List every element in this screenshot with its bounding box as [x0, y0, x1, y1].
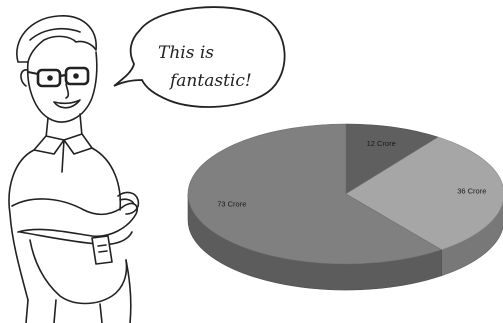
speech-bubble: This is fantastic! — [113, 6, 286, 108]
pie-slice-1 — [345, 136, 503, 251]
hair — [16, 15, 97, 63]
pie-label-2: 73 Crore — [217, 199, 246, 208]
pie-label-1: 36 Crore — [457, 186, 486, 195]
shirt — [8, 149, 35, 301]
bubble-line-2: fantastic! — [168, 71, 252, 91]
cartoon-man-illustration — [8, 15, 140, 323]
face — [26, 51, 98, 123]
pie-slice-2 — [187, 123, 443, 265]
glasses-icon — [27, 66, 90, 88]
bubble-line-1: This is — [158, 43, 214, 63]
pie-chart: 12 Crore 36 Crore 73 Crore — [187, 123, 503, 291]
pie-slice-0 — [345, 123, 439, 195]
pie-label-0: 12 Crore — [367, 139, 396, 148]
